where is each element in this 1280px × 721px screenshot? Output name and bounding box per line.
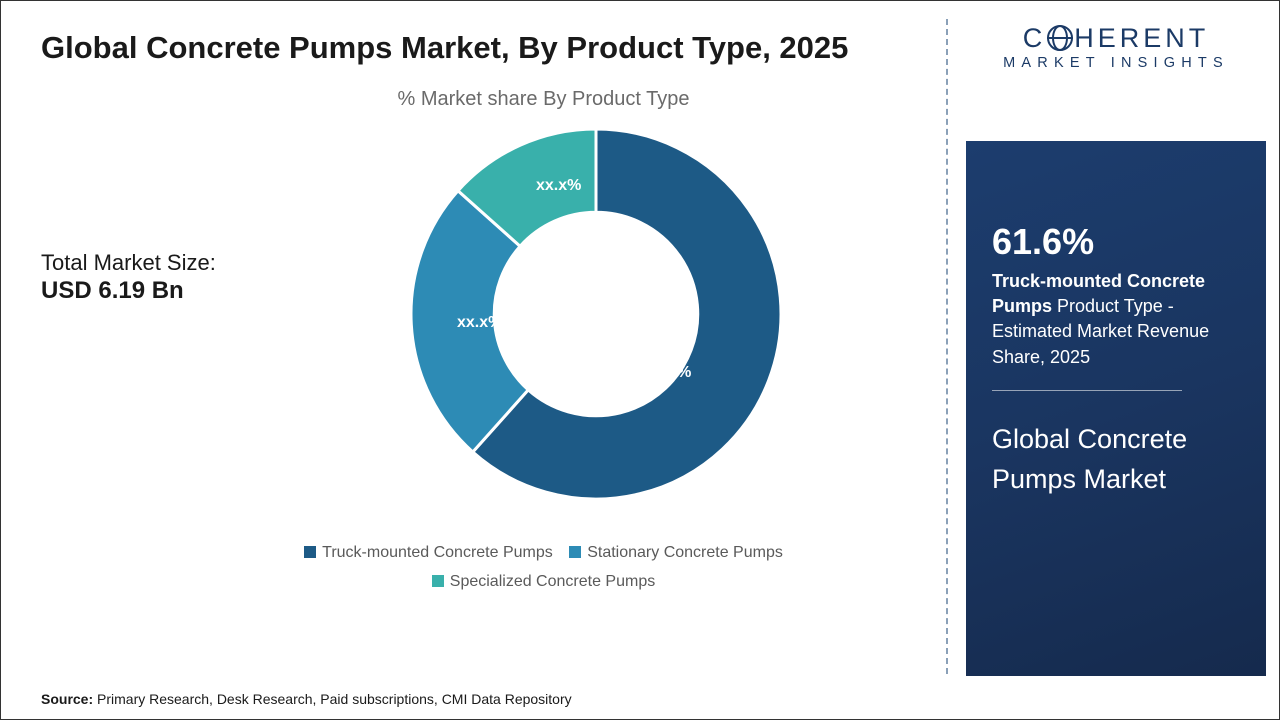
logo-line1-before: C	[1023, 23, 1047, 53]
legend-label-1: Stationary Concrete Pumps	[587, 544, 783, 561]
highlight-percent: 61.6%	[992, 221, 1240, 263]
donut-chart: 61.6% xx.x% xx.x%	[401, 119, 791, 509]
market-size-value: USD 6.19 Bn	[41, 277, 216, 305]
legend-swatch-1	[569, 546, 581, 558]
main-panel: Global Concrete Pumps Market, By Product…	[1, 1, 946, 721]
legend-label-0: Truck-mounted Concrete Pumps	[322, 544, 553, 561]
page-title: Global Concrete Pumps Market, By Product…	[41, 29, 906, 68]
slice-label-1: xx.x%	[457, 314, 502, 332]
vertical-divider	[946, 19, 948, 674]
globe-icon	[1047, 25, 1073, 51]
legend: Truck-mounted Concrete Pumps Stationary …	[181, 539, 906, 597]
legend-swatch-0	[304, 546, 316, 558]
slice-label-0: 61.6%	[646, 364, 691, 382]
legend-item-0: Truck-mounted Concrete Pumps	[304, 539, 553, 568]
chart-subtitle: % Market share By Product Type	[181, 88, 906, 111]
source-text: Primary Research, Desk Research, Paid su…	[93, 691, 572, 707]
legend-item-1: Stationary Concrete Pumps	[569, 539, 783, 568]
legend-item-2: Specialized Concrete Pumps	[432, 568, 655, 597]
slice-label-2: xx.x%	[536, 177, 581, 195]
logo-line1-after: HERENT	[1074, 23, 1209, 53]
market-size-label: Total Market Size:	[41, 249, 216, 278]
logo-line1: C HERENT	[966, 23, 1266, 54]
logo-line2: MARKET INSIGHTS	[966, 55, 1266, 71]
source-prefix: Source:	[41, 691, 93, 707]
market-size-block: Total Market Size: USD 6.19 Bn	[41, 249, 216, 306]
legend-label-2: Specialized Concrete Pumps	[450, 573, 655, 590]
highlight-divider	[992, 390, 1182, 391]
highlight-market-name: Global Concrete Pumps Market	[992, 419, 1240, 500]
source-line: Source: Primary Research, Desk Research,…	[41, 691, 572, 707]
right-panel: C HERENT MARKET INSIGHTS 61.6% Truck-moun…	[966, 1, 1266, 721]
chart-container: Total Market Size: USD 6.19 Bn 61.6% xx.…	[41, 119, 906, 539]
legend-swatch-2	[432, 575, 444, 587]
brand-logo: C HERENT MARKET INSIGHTS	[966, 23, 1266, 71]
highlight-box: 61.6% Truck-mounted Concrete Pumps Produ…	[966, 141, 1266, 676]
highlight-desc: Truck-mounted Concrete Pumps Product Typ…	[992, 269, 1240, 370]
